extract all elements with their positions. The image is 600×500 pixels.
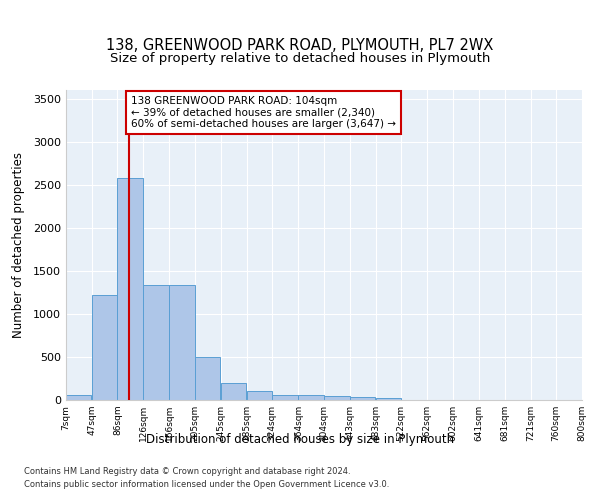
Bar [298,396,323,400]
Bar [221,383,246,400]
Bar [66,396,91,400]
Text: 138, GREENWOOD PARK ROAD, PLYMOUTH, PL7 2WX: 138, GREENWOOD PARK ROAD, PLYMOUTH, PL7 … [106,38,494,52]
Bar [169,284,195,400]
Y-axis label: Number of detached properties: Number of detached properties [11,152,25,338]
Bar [376,398,401,400]
Text: Contains HM Land Registry data © Crown copyright and database right 2024.: Contains HM Land Registry data © Crown c… [24,468,350,476]
Text: Size of property relative to detached houses in Plymouth: Size of property relative to detached ho… [110,52,490,65]
Text: 138 GREENWOOD PARK ROAD: 104sqm
← 39% of detached houses are smaller (2,340)
60%: 138 GREENWOOD PARK ROAD: 104sqm ← 39% of… [131,96,396,129]
Text: Contains public sector information licensed under the Open Government Licence v3: Contains public sector information licen… [24,480,389,489]
Bar [143,284,169,400]
Bar [325,396,350,400]
Bar [92,295,118,400]
Bar [247,391,272,400]
Bar [272,396,298,400]
Bar [350,397,375,400]
Text: Distribution of detached houses by size in Plymouth: Distribution of detached houses by size … [146,432,454,446]
Bar [118,178,143,400]
Bar [195,357,220,400]
